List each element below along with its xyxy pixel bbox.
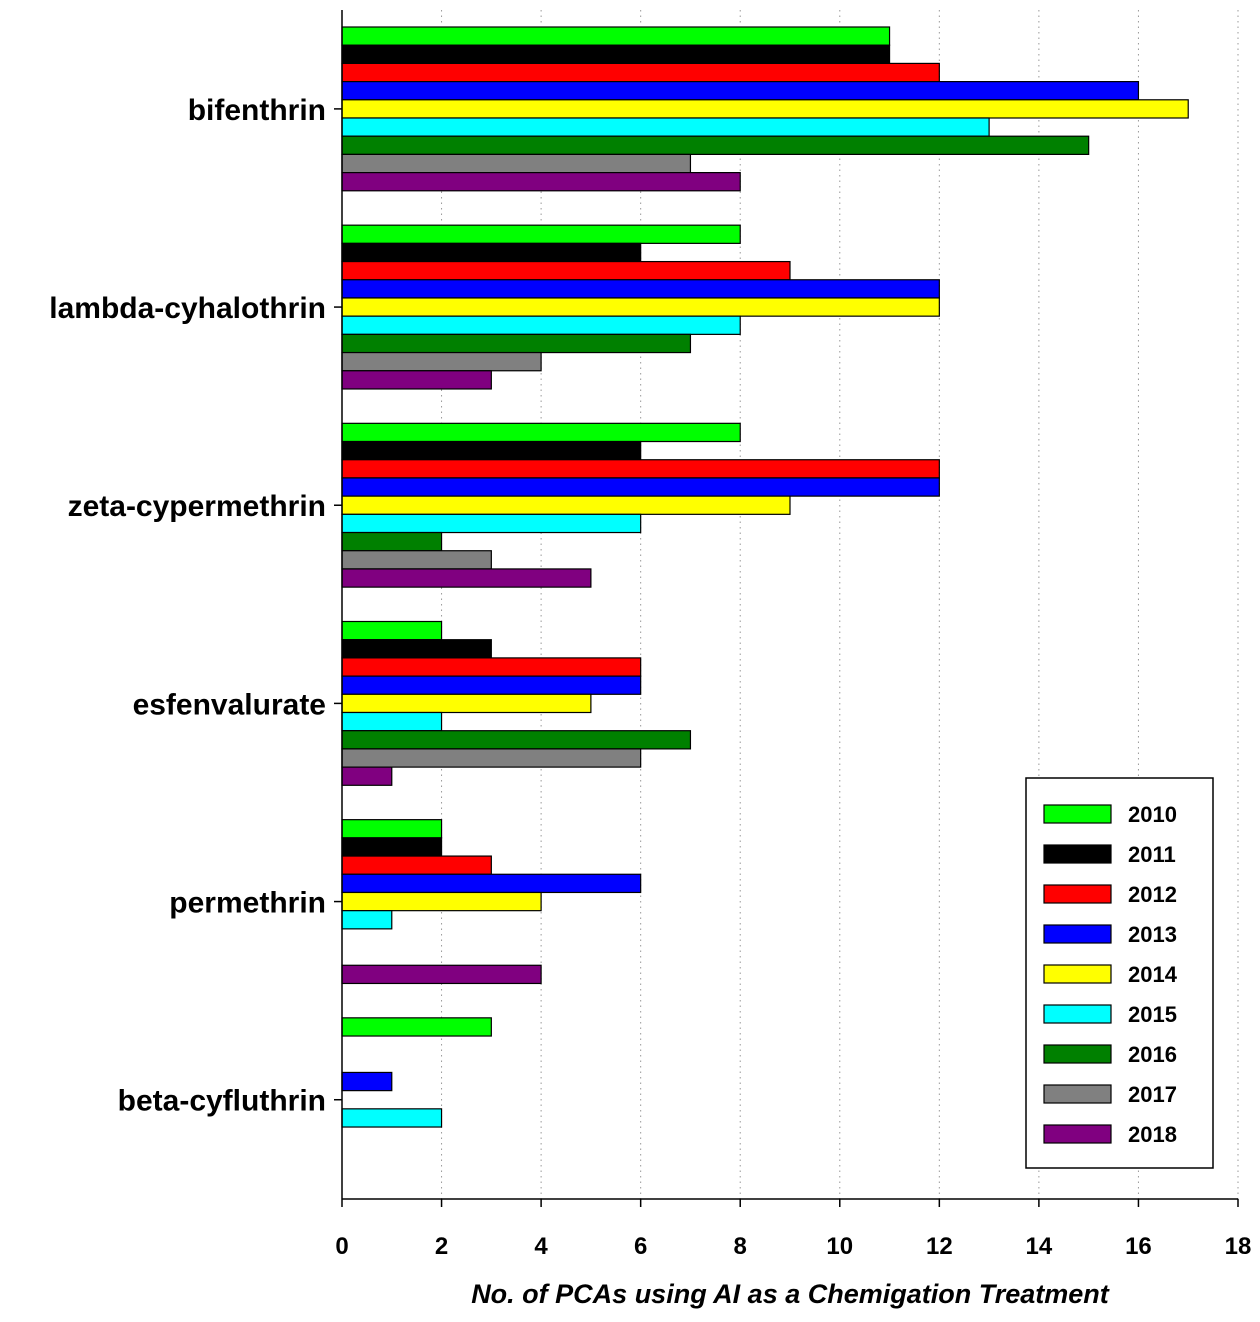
x-tick-label: 18 [1225, 1233, 1252, 1260]
x-tick-label: 0 [335, 1233, 348, 1260]
legend: 2010 2011 2012 2013 2014 2015 2016 2017 2018 [1025, 777, 1214, 1169]
bar [341, 315, 741, 335]
bar [341, 495, 791, 515]
legend-label: 2011 [1128, 842, 1176, 867]
legend-label: 2014 [1128, 962, 1178, 987]
bar [341, 748, 642, 768]
bar [341, 568, 592, 588]
category-label: beta-cyfluthrin [118, 1085, 326, 1118]
x-tick-label: 6 [634, 1233, 647, 1260]
bar [341, 99, 1189, 119]
bar [341, 260, 791, 281]
bar [341, 351, 542, 372]
x-tick-label: 10 [826, 1233, 853, 1260]
bar [341, 693, 592, 714]
bar [341, 657, 642, 677]
bar [341, 730, 692, 750]
legend-swatch [1043, 804, 1112, 824]
category-label: esfenvalurate [133, 688, 326, 721]
bar [341, 153, 692, 174]
bar [341, 135, 1090, 155]
x-tick-label: 12 [926, 1233, 953, 1260]
legend-label: 2012 [1128, 882, 1177, 907]
bar [341, 26, 891, 46]
legend-label: 2018 [1128, 1122, 1177, 1147]
bar [341, 279, 940, 299]
legend-swatch [1043, 1004, 1112, 1024]
bar [341, 117, 990, 137]
bar [341, 80, 1140, 101]
bar [341, 1071, 393, 1092]
bar [341, 819, 443, 839]
x-tick-label: 2 [435, 1233, 448, 1260]
legend-label: 2013 [1128, 922, 1177, 947]
bar [341, 531, 443, 552]
x-tick-label: 8 [734, 1233, 747, 1260]
bar [341, 422, 741, 443]
x-tick-label: 14 [1026, 1233, 1053, 1260]
bar [341, 620, 443, 641]
bar [341, 837, 443, 857]
bar [341, 440, 642, 461]
legend-swatch [1043, 924, 1112, 944]
bar [341, 873, 642, 894]
legend-swatch [1043, 884, 1112, 904]
bar [341, 1108, 443, 1128]
bar [341, 1017, 492, 1037]
bar [341, 711, 443, 732]
legend-swatch [1043, 1084, 1112, 1104]
x-axis-label: No. of PCAs using AI as a Chemigation Tr… [471, 1279, 1110, 1309]
bar [341, 242, 642, 263]
bar [341, 297, 940, 317]
x-axis-ticks: 0 2 4 6 8 10 12 14 16 18 [335, 1199, 1251, 1260]
bar [341, 62, 940, 83]
category-label: zeta-cypermethrin [68, 490, 326, 523]
grid-lines [441, 10, 1239, 1199]
legend-swatch [1043, 964, 1112, 984]
bar [341, 910, 393, 930]
x-tick-label: 16 [1125, 1233, 1152, 1260]
legend-label: 2010 [1128, 802, 1177, 827]
bar [341, 891, 542, 912]
legend-swatch [1043, 844, 1112, 864]
legend-label: 2017 [1128, 1082, 1177, 1107]
category-label: bifenthrin [188, 94, 326, 127]
bar [341, 513, 642, 534]
bar [341, 855, 492, 875]
category-label: lambda-cyhalothrin [49, 292, 326, 325]
bar [341, 477, 940, 497]
x-tick-label: 4 [534, 1233, 548, 1260]
category-labels: bifenthrin lambda-cyhalothrin zeta-cyperme… [49, 94, 342, 1118]
bar [341, 675, 642, 695]
bar [341, 172, 741, 192]
bar [341, 964, 542, 985]
legend-swatch [1043, 1044, 1112, 1064]
category-label: permethrin [169, 887, 326, 920]
legend-label: 2015 [1128, 1002, 1177, 1027]
bar [341, 370, 492, 390]
bar [341, 639, 492, 659]
bar [341, 44, 891, 65]
bar [341, 550, 492, 570]
legend-label: 2016 [1128, 1042, 1177, 1067]
bar [341, 766, 393, 786]
bar [341, 224, 741, 244]
bar [341, 333, 692, 354]
bar [341, 459, 940, 479]
legend-swatch [1043, 1124, 1112, 1144]
